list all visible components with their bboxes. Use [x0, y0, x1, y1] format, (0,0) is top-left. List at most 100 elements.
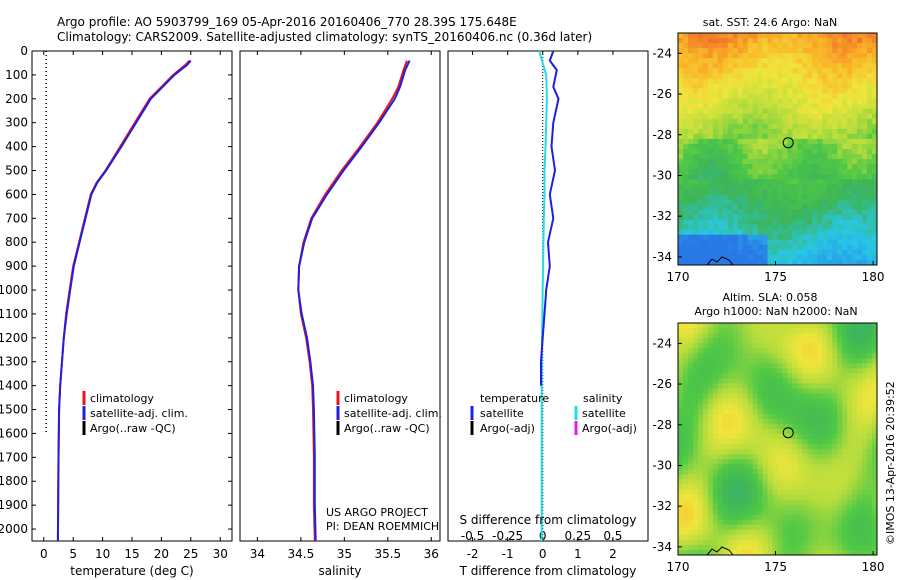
map-cell — [827, 383, 833, 389]
map-cell — [772, 199, 778, 205]
map-cell — [847, 509, 853, 516]
map-cell — [852, 393, 858, 400]
map-cell — [802, 103, 808, 110]
map-cell — [792, 68, 798, 74]
map-cell — [827, 439, 833, 445]
map-cell — [752, 63, 759, 69]
map-cell — [787, 159, 793, 165]
map-cell — [702, 353, 709, 359]
map-cell — [682, 348, 689, 354]
map-cell — [742, 348, 749, 354]
map-cell — [737, 499, 744, 505]
map-cell — [827, 539, 833, 546]
map-cell — [857, 239, 863, 246]
map-cell — [697, 103, 704, 110]
map-cell — [777, 63, 783, 69]
map-cell — [842, 229, 848, 236]
map-cell — [692, 469, 699, 475]
map-cell — [852, 159, 858, 165]
map-cell — [787, 48, 793, 54]
map-cell — [842, 159, 848, 165]
map-cell — [687, 403, 694, 410]
map-cell — [837, 529, 843, 536]
map-cell — [857, 219, 863, 226]
map-cell — [792, 418, 798, 425]
map-cell — [817, 224, 823, 231]
map-cell — [757, 98, 763, 105]
map-cell — [702, 63, 709, 69]
map-cell — [742, 408, 749, 415]
map-cell — [717, 33, 724, 39]
map-cell — [687, 524, 694, 531]
map-cell — [847, 169, 853, 175]
map-cell — [852, 234, 858, 241]
map-cell — [867, 209, 873, 215]
map-cell — [797, 363, 803, 369]
map-cell — [817, 73, 823, 79]
map-cell — [827, 328, 833, 334]
map-cell — [837, 353, 843, 359]
map-cell — [682, 489, 689, 495]
map-cell — [722, 509, 729, 516]
map-cell — [782, 73, 788, 79]
map-cell — [707, 474, 714, 480]
map-cell — [752, 454, 759, 460]
map-cell — [872, 544, 878, 551]
map-cell — [687, 184, 694, 190]
map-cell — [812, 509, 818, 516]
map-cell — [727, 494, 734, 500]
map-cell — [702, 224, 709, 231]
map-cell — [687, 348, 694, 354]
map-cell — [682, 184, 689, 190]
map-cell — [727, 514, 734, 521]
map-cell — [777, 459, 783, 465]
map-cell — [792, 423, 798, 430]
map-cell — [727, 403, 734, 410]
map-cell — [852, 479, 858, 485]
map-cell — [837, 229, 843, 236]
map-cell — [752, 524, 759, 531]
map-cell — [792, 108, 798, 115]
map-cell — [867, 204, 873, 210]
map-cell — [827, 98, 833, 105]
map-cell — [782, 454, 788, 460]
map-cell — [852, 249, 858, 256]
map-cell — [797, 403, 803, 410]
map-cell — [837, 184, 843, 190]
map-cell — [782, 519, 788, 526]
difference-series — [538, 50, 560, 541]
map-cell — [678, 539, 684, 546]
map-cell — [837, 413, 843, 420]
map-cell — [847, 423, 853, 430]
map-cell — [697, 249, 704, 256]
map-cell — [707, 234, 714, 241]
map-cell — [712, 194, 719, 200]
map-cell — [772, 373, 778, 379]
map-cell — [747, 378, 754, 384]
map-cell — [857, 63, 863, 69]
map-cell — [678, 68, 684, 74]
map-cell — [717, 58, 724, 64]
map-cell — [752, 159, 759, 165]
map-cell — [807, 529, 813, 536]
map-cell — [692, 444, 699, 450]
map-cell — [842, 393, 848, 400]
map-cell — [867, 479, 873, 485]
map-cell — [782, 199, 788, 205]
map-cell — [792, 53, 798, 59]
map-cell — [712, 489, 719, 495]
map-cell — [792, 184, 798, 190]
map-cell — [702, 338, 709, 344]
map-cell — [737, 108, 744, 115]
map-cell — [822, 53, 828, 59]
map-cell — [717, 154, 724, 160]
map-cell — [727, 204, 734, 210]
map-cell — [712, 33, 719, 39]
map-cell — [862, 179, 868, 185]
map-cell — [702, 199, 709, 205]
map-cell — [737, 149, 744, 155]
map-cell — [762, 378, 768, 384]
map-cell — [722, 439, 729, 445]
map-cell — [747, 164, 754, 170]
map-cell — [742, 544, 749, 551]
